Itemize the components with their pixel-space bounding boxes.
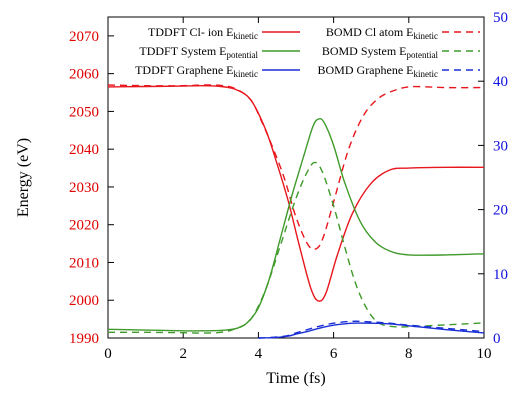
legend-label-main: BOMD Graphene E (318, 63, 414, 77)
y-axis-title: Energy (eV) (15, 138, 32, 217)
series-line-1 (107, 84, 485, 251)
legend-label-sub: potential (227, 50, 259, 60)
plot-frame (107, 16, 485, 339)
legend-label-0: TDDFT Cl- ion Ekinetic (148, 25, 258, 41)
left-tick-label: 2000 (69, 293, 99, 309)
x-tick-label: 8 (405, 346, 413, 362)
x-tick-label: 2 (179, 346, 187, 362)
right-tick-label: 20 (493, 203, 508, 219)
legend-label-2: TDDFT System Epotential (139, 44, 258, 60)
series-line-3 (107, 161, 485, 334)
left-tick-label: 2040 (69, 142, 99, 158)
right-tick-label: 0 (493, 331, 501, 347)
legend-label-main: TDDFT Cl- ion E (148, 25, 233, 39)
series-line-2 (107, 117, 485, 332)
legend-label-5: BOMD Graphene Ekinetic (318, 63, 438, 79)
x-tick-label: 4 (255, 346, 263, 362)
legend-label-main: BOMD Cl atom E (326, 25, 414, 39)
right-tick-label: 10 (493, 267, 508, 283)
left-tick-label: 2030 (69, 180, 99, 196)
legend-label-sub: kinetic (414, 69, 439, 79)
left-tick-label: 2050 (69, 104, 99, 120)
right-tick-label: 50 (493, 10, 508, 26)
legend-label-sub: kinetic (234, 69, 259, 79)
series-line-0 (107, 84, 485, 302)
x-axis-ticks: 0 2 4 6 8 10 (104, 17, 492, 362)
right-axis-ticks: 0 10 20 30 40 50 (478, 10, 508, 347)
right-tick-label: 30 (493, 138, 508, 154)
x-tick-label: 10 (477, 346, 492, 362)
legend-label-sub: potential (407, 50, 439, 60)
legend-label-main: BOMD System E (322, 44, 407, 58)
left-tick-label: 1990 (69, 331, 99, 347)
x-tick-label: 0 (104, 346, 112, 362)
left-tick-label: 2070 (69, 29, 99, 45)
left-tick-label: 2060 (69, 67, 99, 83)
legend-label-main: TDDFT System E (139, 44, 226, 58)
series-layer (107, 84, 485, 339)
legend: TDDFT Cl- ion Ekinetic BOMD Cl atom Ekine… (135, 25, 480, 79)
x-axis-title: Time (fs) (266, 370, 325, 387)
left-tick-label: 2020 (69, 218, 99, 234)
legend-label-sub: kinetic (414, 31, 439, 41)
right-tick-label: 40 (493, 74, 508, 90)
x-tick-label: 6 (330, 346, 338, 362)
left-axis-ticks: 1990 2000 2010 2020 2030 2040 2050 2060 2070 (69, 29, 114, 347)
series-line-5 (258, 320, 485, 339)
legend-label-4: TDDFT Graphene Ekinetic (135, 63, 258, 79)
legend-label-sub: kinetic (234, 31, 259, 41)
legend-label-3: BOMD System Epotential (322, 44, 439, 60)
legend-label-1: BOMD Cl atom Ekinetic (326, 25, 438, 41)
left-tick-label: 2010 (69, 255, 99, 271)
legend-label-main: TDDFT Graphene E (135, 63, 233, 77)
